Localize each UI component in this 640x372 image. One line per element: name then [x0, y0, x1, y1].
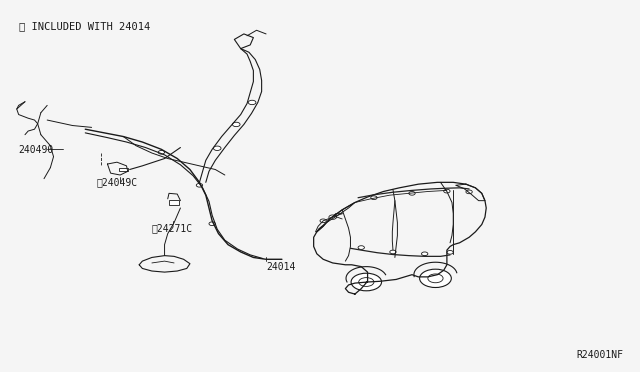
Text: ※24049C: ※24049C — [97, 177, 138, 187]
Circle shape — [213, 146, 221, 150]
Circle shape — [320, 219, 326, 223]
Text: R24001NF: R24001NF — [576, 350, 623, 360]
Circle shape — [428, 274, 443, 283]
Circle shape — [351, 273, 381, 291]
Text: ※ INCLUDED WITH 24014: ※ INCLUDED WITH 24014 — [19, 21, 150, 31]
Text: 240490: 240490 — [19, 145, 54, 155]
Circle shape — [466, 190, 472, 194]
Circle shape — [371, 196, 377, 199]
Circle shape — [329, 215, 337, 219]
Circle shape — [422, 252, 428, 256]
Circle shape — [444, 189, 450, 193]
Circle shape — [447, 250, 453, 254]
Bar — [119, 168, 128, 171]
Circle shape — [390, 250, 396, 254]
Circle shape — [248, 100, 256, 105]
Circle shape — [232, 122, 240, 126]
Circle shape — [358, 278, 374, 286]
Circle shape — [196, 183, 203, 187]
Bar — [169, 201, 179, 205]
Circle shape — [209, 222, 215, 225]
Circle shape — [409, 192, 415, 195]
Text: ※24271C: ※24271C — [152, 223, 193, 233]
Circle shape — [158, 150, 164, 154]
Text: 24014: 24014 — [266, 262, 296, 272]
Circle shape — [420, 269, 451, 288]
Circle shape — [358, 246, 364, 249]
